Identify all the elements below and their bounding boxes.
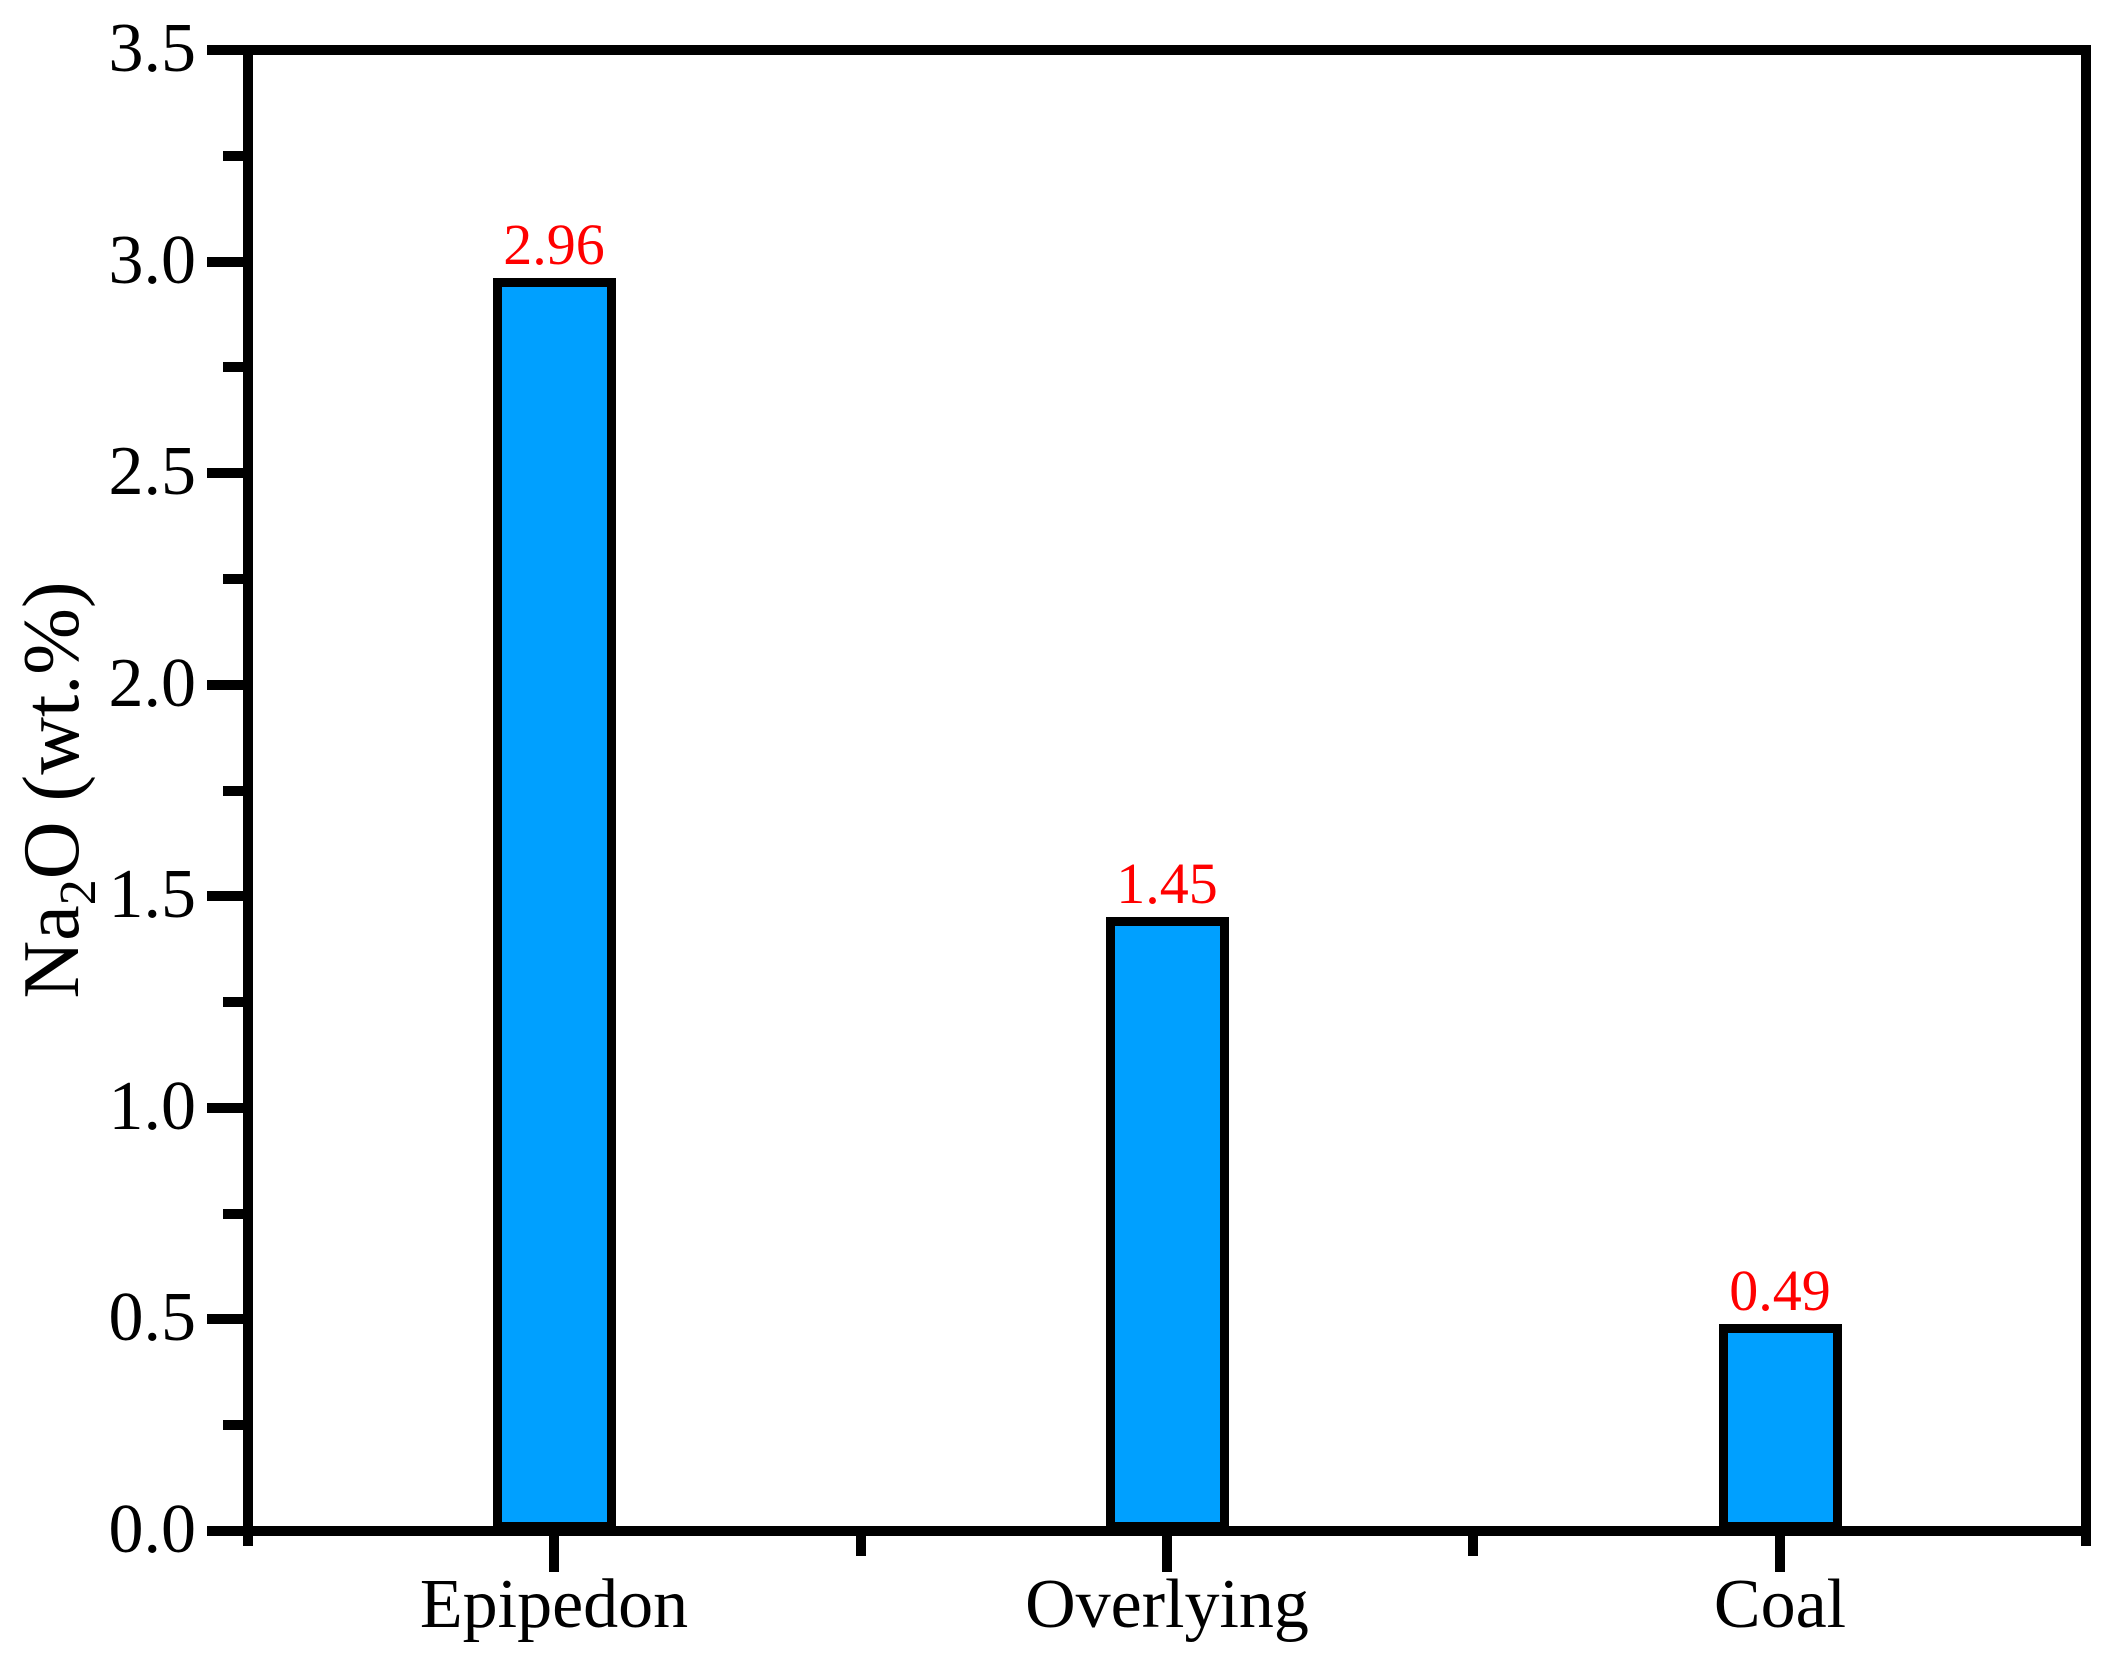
y-major-tick [207, 257, 243, 267]
y-axis-title-suffix: O (wt.%) [8, 581, 96, 880]
y-major-tick [207, 1103, 243, 1113]
y-axis-title: Na2O (wt.%) [8, 582, 107, 999]
y-tick-label: 2.5 [108, 433, 197, 510]
x-major-tick [1162, 1536, 1172, 1572]
y-minor-tick [223, 786, 243, 796]
x-minor-tick [1468, 1536, 1478, 1556]
bar [1106, 917, 1229, 1531]
x-minor-tick [856, 1536, 866, 1556]
y-tick-label: 3.5 [108, 10, 197, 87]
bar-value-label: 0.49 [1729, 1258, 1831, 1323]
y-tick-label: 3.0 [108, 222, 197, 299]
x-major-tick [1775, 1536, 1785, 1572]
y-tick-label: 2.0 [108, 645, 197, 722]
category-label: Overlying [1025, 1566, 1309, 1643]
y-tick-label: 0.0 [108, 1491, 197, 1568]
y-tick-label: 0.5 [108, 1279, 197, 1356]
y-tick-label: 1.5 [108, 856, 197, 933]
bar [1719, 1324, 1842, 1531]
frame-corner-stub [2081, 1536, 2091, 1546]
y-minor-tick [223, 997, 243, 1007]
y-minor-tick [223, 151, 243, 161]
y-tick-label: 1.0 [108, 1068, 197, 1145]
y-minor-tick [223, 574, 243, 584]
category-label: Epipedon [419, 1566, 689, 1643]
y-major-tick [207, 1526, 243, 1536]
frame-corner-stub [243, 1536, 253, 1546]
y-major-tick [207, 680, 243, 690]
bar-value-label: 2.96 [503, 212, 605, 277]
bar [493, 278, 616, 1531]
y-minor-tick [223, 1420, 243, 1430]
y-minor-tick [223, 1209, 243, 1219]
y-minor-tick [223, 362, 243, 372]
y-major-tick [207, 891, 243, 901]
y-major-tick [207, 45, 243, 55]
x-major-tick [549, 1536, 559, 1572]
bar-value-label: 1.45 [1116, 851, 1218, 916]
y-major-tick [207, 1314, 243, 1324]
category-label: Coal [1713, 1566, 1847, 1643]
y-major-tick [207, 468, 243, 478]
